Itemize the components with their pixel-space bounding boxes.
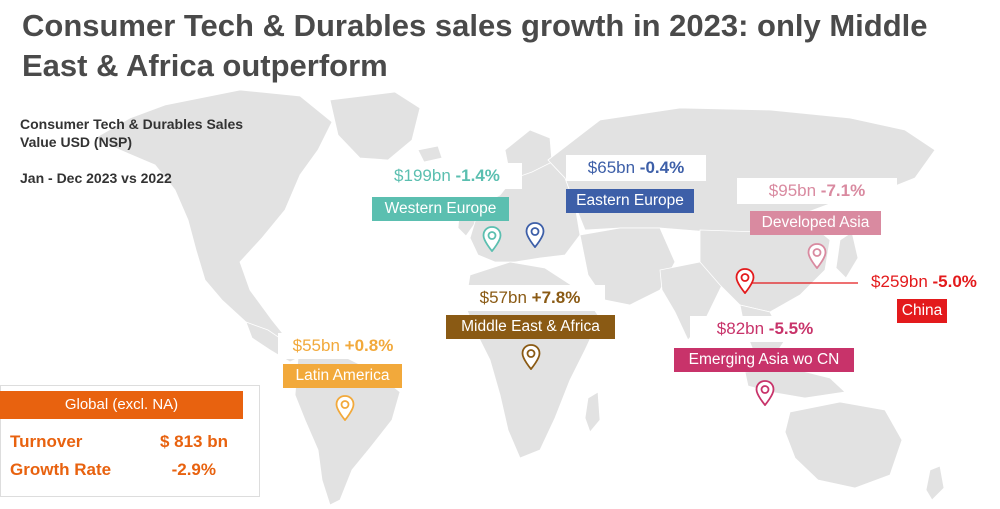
period-label: Jan - Dec 2023 vs 2022 xyxy=(20,170,172,186)
growth-rate-value: -2.9% xyxy=(171,460,216,479)
region-value-western-europe: $199bn -1.4% xyxy=(372,163,522,189)
region-label-emerging-asia: Emerging Asia wo CN xyxy=(674,348,854,372)
map-pin-icon xyxy=(807,243,827,269)
region-label-western-europe: Western Europe xyxy=(372,197,509,221)
map-pin-icon xyxy=(525,222,545,248)
region-value-latin-america: $55bn +0.8% xyxy=(278,333,408,359)
region-label-middle-east-africa: Middle East & Africa xyxy=(446,315,615,339)
region-value-eastern-europe: $65bn -0.4% xyxy=(566,155,706,181)
map-pin-icon xyxy=(335,395,355,421)
turnover-value: $ 813 bn xyxy=(159,432,228,451)
map-pin-icon xyxy=(521,344,541,370)
map-pin-icon xyxy=(482,226,502,252)
region-label-developed-asia: Developed Asia xyxy=(750,211,881,235)
turnover-label: Turnover xyxy=(10,432,83,451)
global-summary-heading: Global (excl. NA) xyxy=(0,391,243,419)
region-value-emerging-asia: $82bn -5.5% xyxy=(690,316,840,342)
region-label-eastern-europe: Eastern Europe xyxy=(566,189,694,213)
map-pin-icon xyxy=(755,380,775,406)
region-value-middle-east-africa: $57bn +7.8% xyxy=(455,285,605,311)
region-label-latin-america: Latin America xyxy=(283,364,402,388)
growth-rate-label: Growth Rate xyxy=(10,460,112,479)
map-pin-icon xyxy=(735,268,755,294)
region-label-china: China xyxy=(897,299,947,323)
region-value-developed-asia: $95bn -7.1% xyxy=(737,178,897,204)
chart-subtitle: Consumer Tech & Durables Sales Value USD… xyxy=(20,116,244,150)
region-value-china: $259bn -5.0% xyxy=(858,269,990,295)
page-title: Consumer Tech & Durables sales growth in… xyxy=(22,8,928,83)
